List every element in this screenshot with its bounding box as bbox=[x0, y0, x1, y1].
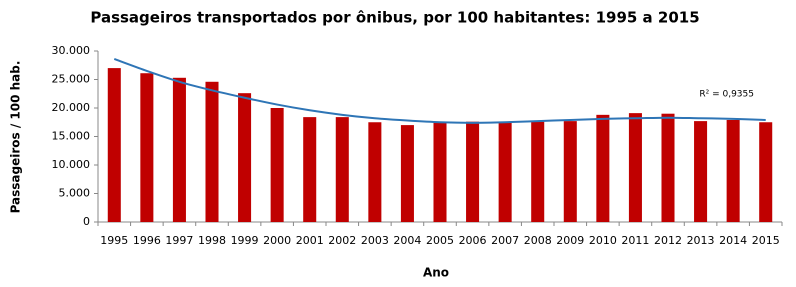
bar bbox=[172, 77, 186, 222]
x-tick-label: 2006 bbox=[459, 234, 487, 247]
bar bbox=[270, 108, 284, 222]
x-tick-label: 2005 bbox=[426, 234, 454, 247]
x-tick-label: 1995 bbox=[100, 234, 128, 247]
x-tick-label: 2002 bbox=[328, 234, 356, 247]
y-tick-label: 5.000 bbox=[59, 187, 91, 200]
x-axis-title: Ano bbox=[423, 266, 449, 280]
x-tick-label: 2004 bbox=[393, 234, 421, 247]
x-tick-label: 2014 bbox=[719, 234, 747, 247]
y-tick-label: 30.000 bbox=[52, 44, 91, 57]
trendline-label: R² = 0,9355 bbox=[699, 90, 754, 100]
x-tick-label: 1997 bbox=[165, 234, 193, 247]
x-tick-label: 2011 bbox=[621, 234, 649, 247]
bar bbox=[531, 121, 545, 222]
y-tick-label: 20.000 bbox=[52, 101, 91, 114]
bar bbox=[107, 68, 121, 222]
x-tick-label: 2012 bbox=[654, 234, 682, 247]
x-tick-label: 1996 bbox=[133, 234, 161, 247]
trendline bbox=[113, 58, 766, 124]
bar bbox=[498, 121, 512, 222]
y-tick-label: 15.000 bbox=[52, 130, 91, 143]
bar bbox=[563, 121, 577, 222]
x-tick-label: 2015 bbox=[752, 234, 780, 247]
bar bbox=[335, 117, 349, 222]
bar bbox=[140, 73, 154, 222]
y-tick-label: 25.000 bbox=[52, 73, 91, 86]
bar bbox=[238, 93, 252, 223]
x-tick-label: 2008 bbox=[524, 234, 552, 247]
bar bbox=[661, 113, 675, 222]
x-tick-label: 2013 bbox=[687, 234, 715, 247]
y-axis-title: Passageiros / 100 hab. bbox=[9, 61, 23, 214]
bar bbox=[726, 119, 740, 222]
x-tick-label: 1998 bbox=[198, 234, 226, 247]
x-tick-label: 2000 bbox=[263, 234, 291, 247]
y-tick-label: 10.000 bbox=[52, 158, 91, 171]
x-tick-label: 2003 bbox=[361, 234, 389, 247]
x-tick-label: 2007 bbox=[491, 234, 519, 247]
x-tick-label: 1999 bbox=[231, 234, 259, 247]
bar bbox=[466, 121, 480, 222]
x-tick-label: 2009 bbox=[556, 234, 584, 247]
bar bbox=[694, 121, 708, 222]
bar bbox=[596, 114, 610, 222]
bar bbox=[400, 125, 414, 222]
bar bbox=[759, 122, 773, 222]
x-tick-label: 2001 bbox=[296, 234, 324, 247]
bar bbox=[205, 81, 219, 222]
chart-title: Passageiros transportados por ônibus, po… bbox=[90, 9, 699, 27]
bar bbox=[368, 122, 382, 222]
bar bbox=[433, 122, 447, 222]
y-tick-label: 0 bbox=[83, 215, 90, 228]
bar bbox=[303, 117, 317, 222]
bar bbox=[628, 113, 642, 222]
x-tick-label: 2010 bbox=[589, 234, 617, 247]
